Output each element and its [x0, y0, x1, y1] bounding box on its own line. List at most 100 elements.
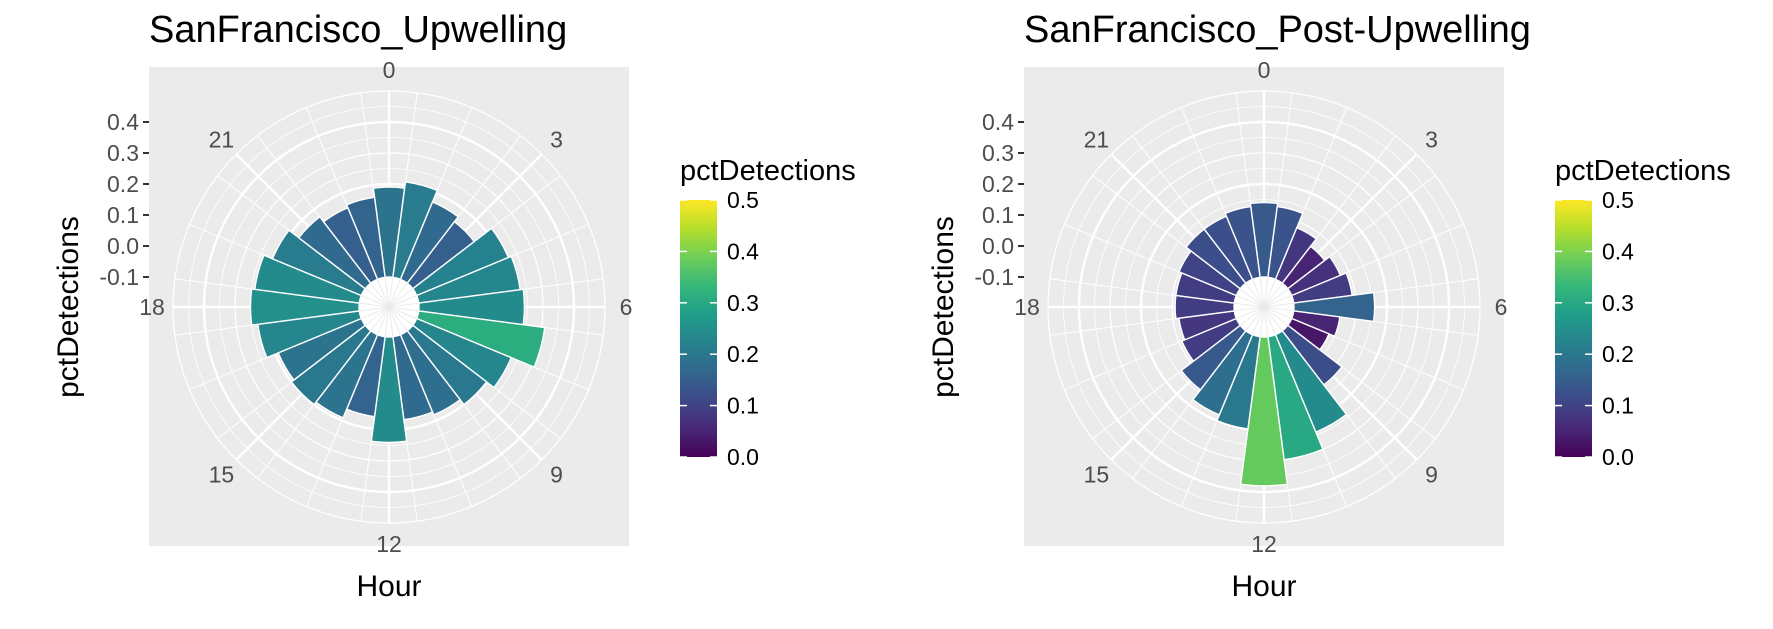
- chart-title: SanFrancisco_Upwelling: [149, 9, 567, 51]
- hour-tick-label: 21: [209, 126, 235, 152]
- center-spoke: [1263, 279, 1276, 308]
- center-spoke: [1236, 306, 1265, 319]
- y-tick-label: 0.1: [107, 202, 139, 228]
- center-spoke: [370, 282, 390, 308]
- center-spoke: [1245, 306, 1265, 332]
- center-spoke: [359, 306, 390, 312]
- y-tick-label: 0.4: [982, 109, 1014, 135]
- hour-tick-label: 6: [620, 294, 633, 320]
- y-tick-label: 0.2: [982, 171, 1014, 197]
- y-axis: 0.4 0.3 0.2 0.1 0.0 -0.1: [974, 109, 1024, 290]
- center-spoke: [388, 302, 419, 308]
- center-spoke: [388, 306, 417, 319]
- y-tick-label: 0.3: [107, 140, 139, 166]
- center-spoke: [364, 288, 390, 308]
- legend-title: pctDetections: [680, 155, 856, 187]
- hour-tick-label: 3: [1425, 126, 1438, 152]
- colorbar: [1555, 200, 1592, 457]
- legend-tick-label: 0.3: [1602, 290, 1634, 316]
- legend-tick-label: 0.4: [727, 238, 759, 264]
- legend-title: pctDetections: [1555, 155, 1731, 187]
- center-spoke: [1245, 282, 1265, 308]
- upwelling-chart: SanFrancisco_Upwelling 0 3 6 9 12 15 18 21 0.4 0.3…: [52, 9, 856, 603]
- center-spoke: [1236, 295, 1265, 308]
- legend-tick-label: 0.5: [1602, 187, 1634, 213]
- hour-tick-label: 9: [550, 462, 563, 488]
- legend-tick-label: 0.3: [727, 290, 759, 316]
- minor-circle: [219, 137, 559, 477]
- center-spoke: [1263, 306, 1269, 337]
- y-tick-label: 0.0: [107, 233, 139, 259]
- center-spoke: [1263, 282, 1283, 308]
- x-axis-title: Hour: [1231, 570, 1296, 603]
- chart-title: SanFrancisco_Post-Upwelling: [1024, 9, 1531, 51]
- center-spoke: [1263, 306, 1276, 335]
- legend-tick-label: 0.1: [1602, 393, 1634, 419]
- colorbar: [680, 200, 717, 457]
- center-spoke: [361, 295, 390, 308]
- center-spoke: [1252, 306, 1265, 335]
- grid-circle: [202, 120, 576, 494]
- legend-tick-label: 0.5: [727, 187, 759, 213]
- post-upwelling-chart: SanFrancisco_Post-Upwelling 0 3 6 9 12 15 18 21 0…: [927, 9, 1731, 603]
- center-spoke: [1263, 295, 1292, 308]
- hour-tick-label: 21: [1084, 126, 1110, 152]
- legend-tick-label: 0.2: [727, 341, 759, 367]
- center-spoke: [388, 279, 401, 308]
- center-spoke: [1234, 306, 1265, 312]
- center-spoke: [1259, 306, 1265, 337]
- center-spoke: [388, 277, 394, 308]
- center-spoke: [1263, 302, 1294, 308]
- y-tick-label: 0.3: [982, 140, 1014, 166]
- center-spoke: [388, 288, 414, 308]
- hour-tick-label: 18: [1014, 294, 1040, 320]
- y-tick-label: -0.1: [974, 264, 1014, 290]
- center-spoke: [388, 306, 414, 326]
- y-axis-title: pctDetections: [927, 216, 960, 398]
- center-spoke: [1263, 288, 1289, 308]
- hour-tick-label: 18: [139, 294, 165, 320]
- grid-circle: [172, 90, 606, 524]
- hour-tick-label: 12: [376, 531, 402, 557]
- center-spoke: [377, 279, 390, 308]
- center-spoke: [1263, 306, 1292, 319]
- y-tick-label: 0.4: [107, 109, 139, 135]
- center-spoke: [1234, 302, 1265, 308]
- legend-tick-label: 0.0: [727, 444, 759, 470]
- center-spoke: [1239, 306, 1265, 326]
- center-spoke: [361, 306, 390, 319]
- y-tick-label: -0.1: [99, 264, 139, 290]
- center-spoke: [388, 282, 408, 308]
- minor-circle: [188, 106, 590, 508]
- hour-tick-label: 9: [1425, 462, 1438, 488]
- grid-circle: [1047, 90, 1481, 524]
- center-spoke: [388, 306, 408, 332]
- grid-circle: [1077, 120, 1451, 494]
- x-axis-title: Hour: [356, 570, 421, 603]
- hour-tick-label: 6: [1495, 294, 1508, 320]
- hour-tick-label: 0: [383, 57, 396, 83]
- minor-circle: [1063, 106, 1465, 508]
- center-spoke: [384, 306, 390, 337]
- legend-tick-label: 0.4: [1602, 238, 1634, 264]
- y-tick-label: 0.2: [107, 171, 139, 197]
- hour-tick-label: 15: [209, 462, 235, 488]
- center-spoke: [1239, 288, 1265, 308]
- center-spoke: [364, 306, 390, 326]
- center-spoke: [377, 306, 390, 335]
- center-spoke: [1263, 306, 1289, 326]
- center-spoke: [359, 302, 390, 308]
- center-spoke: [384, 277, 390, 308]
- grid-circle: [234, 152, 544, 462]
- bars: [249, 181, 546, 444]
- y-axis-title: pctDetections: [52, 216, 85, 398]
- hour-tick-label: 0: [1258, 57, 1271, 83]
- center-spoke: [388, 295, 417, 308]
- hour-tick-label: 12: [1251, 531, 1277, 557]
- legend-tick-label: 0.1: [727, 393, 759, 419]
- center-spoke: [388, 306, 394, 337]
- y-tick-label: 0.0: [982, 233, 1014, 259]
- center-spoke: [370, 306, 390, 332]
- hour-tick-label: 3: [550, 126, 563, 152]
